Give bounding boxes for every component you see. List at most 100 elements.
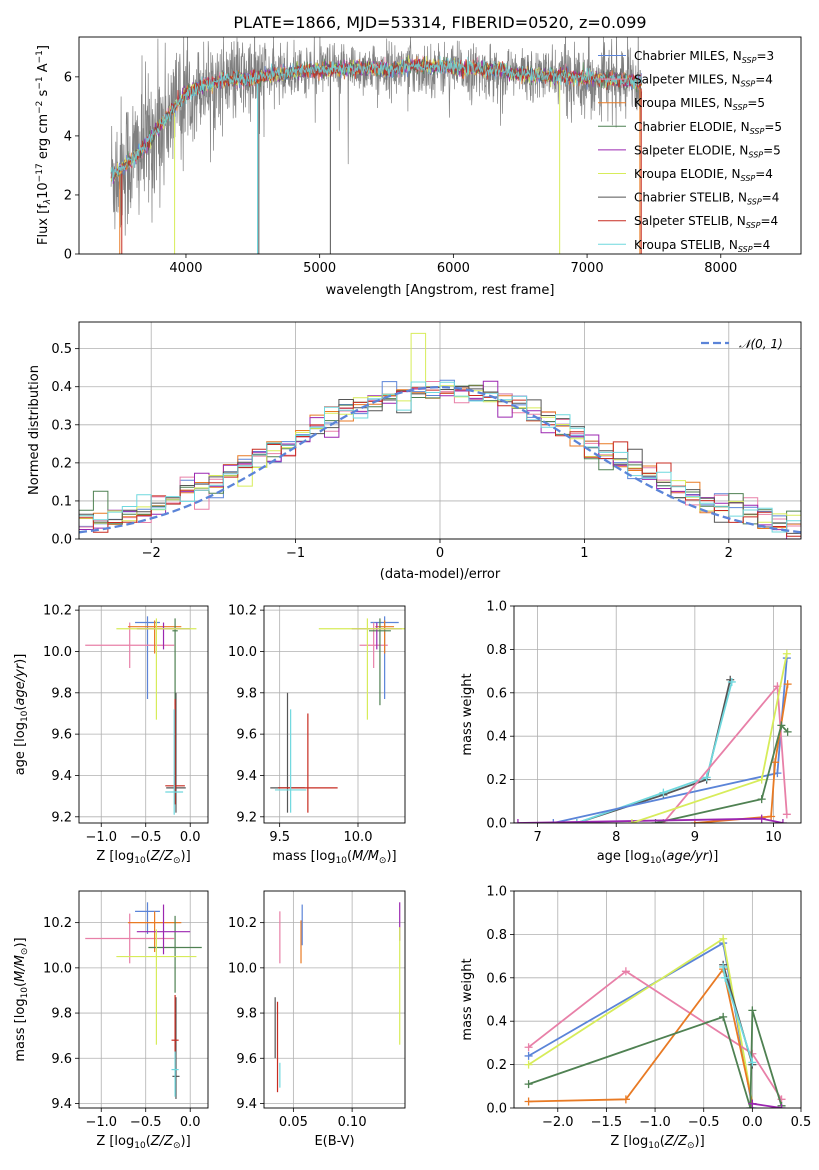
- y-tick-label: 9.8: [236, 686, 257, 701]
- label-part: age [log: [13, 722, 28, 775]
- y-tick-label: 0.8: [486, 928, 507, 943]
- marker: [748, 1058, 757, 1067]
- label-part: =5: [747, 96, 765, 110]
- x-tick-label: 0.5: [791, 1115, 812, 1130]
- label-part: (: [660, 1134, 665, 1149]
- weight-series: [514, 649, 792, 823]
- y-tick-label: 9.2: [51, 810, 72, 825]
- grid: [514, 890, 802, 1109]
- y-tick-label: 0.2: [486, 773, 507, 788]
- label-part: age/yr: [666, 849, 709, 864]
- point-kroupa-miles: [127, 620, 182, 654]
- label-part: Salpeter STELIB, N: [634, 214, 746, 228]
- marker: [524, 1051, 533, 1060]
- marker: [782, 810, 791, 819]
- x-tick-label: −0.5: [130, 830, 162, 845]
- x-tick-label: 5000: [303, 261, 336, 276]
- weight-age-panel: 7 8 9 10 0.0 0.2 0.4 0.6 0.8 1.0: [486, 600, 802, 845]
- series-chabrier-miles: [528, 941, 754, 1108]
- x-tick-label: −1: [286, 546, 305, 561]
- y-tick-label: 0.3: [51, 418, 72, 433]
- error-bars: [270, 616, 405, 813]
- series-salpeter-elodie: [752, 1102, 782, 1108]
- y-axis-label: mass weight: [460, 673, 475, 755]
- x-tick-label: 1: [580, 546, 588, 561]
- y-tick-label: 9.8: [51, 686, 72, 701]
- label-part: SSP: [742, 56, 757, 65]
- histogram-steps: [79, 332, 801, 539]
- data-spectrum: [110, 37, 643, 236]
- label-part: (: [347, 849, 352, 864]
- y-tick-label: 0.4: [486, 730, 507, 745]
- hist-kroupa-stelib: [79, 381, 801, 533]
- label-part: Z [log: [96, 849, 134, 864]
- label-part: 10: [648, 1141, 660, 1151]
- legend-entry: Kroupa ELODIE, NSSP=4: [634, 167, 773, 183]
- axes-frame: 7 8 9 10 0.0 0.2 0.4 0.6 0.8 1.0: [486, 600, 802, 845]
- label-part: mass [log: [272, 849, 335, 864]
- marker: [702, 773, 711, 782]
- marker: [757, 795, 766, 804]
- label-part: (: [13, 982, 28, 987]
- label-part: (: [13, 706, 28, 711]
- marker: [621, 1095, 630, 1104]
- label-part: −2: [35, 101, 45, 114]
- label-part: Chabrier STELIB, N: [634, 191, 747, 205]
- x-tick-label: 0.0: [180, 830, 201, 845]
- axes-border: [78, 36, 802, 255]
- spectrum-panel: 4000 5000 6000 7000 8000 0 2 4 6: [64, 36, 802, 276]
- marker: [748, 1099, 757, 1108]
- point-kroupa-elodie: [116, 618, 197, 720]
- axes-border: [513, 890, 802, 1109]
- x-tick-label: −0.5: [688, 1115, 720, 1130]
- x-tick-label: −0.5: [130, 1115, 162, 1130]
- axes-frame: 0.05 0.10 9.4 9.6 9.8 10.0 10.2: [228, 890, 406, 1130]
- label-part: −17: [35, 163, 45, 182]
- label-part: (: [661, 849, 666, 864]
- label-part: M/M: [13, 955, 28, 982]
- marker: [783, 680, 792, 689]
- label-part: Kroupa ELODIE, N: [634, 167, 741, 181]
- point-chabrier-stelib: [270, 692, 305, 813]
- label-part: )]: [386, 849, 396, 864]
- point-salpeter-stelib: [165, 699, 185, 805]
- label-part: SSP: [741, 174, 756, 183]
- point-salpeter-stelib: [278, 713, 338, 813]
- y-tick-label: 0.5: [51, 342, 72, 357]
- plot-area: [85, 616, 197, 815]
- point-kroupa-stelib: [274, 709, 307, 813]
- x-tick-label: −2.0: [542, 1115, 574, 1130]
- y-tick-label: 0.4: [486, 1015, 507, 1030]
- marker: [524, 1097, 533, 1106]
- legend-entry: Kroupa MILES, NSSP=5: [634, 96, 765, 112]
- label-part: Kroupa MILES, N: [634, 96, 733, 110]
- label-part: Z [log: [610, 1134, 648, 1149]
- y-tick-label: 9.4: [236, 1097, 257, 1112]
- legend-entry: 𝒩(0, 1): [739, 337, 783, 351]
- label-part: Flux [f: [36, 204, 51, 245]
- y-tick-label: 0.0: [51, 533, 72, 548]
- axes-border: [78, 890, 209, 1109]
- legend-entry: Chabrier STELIB, NSSP=4: [634, 191, 779, 207]
- y-tick-label: 0.1: [51, 494, 72, 509]
- point-chabrier-elodie: [148, 915, 202, 993]
- label-part: SSP: [738, 245, 753, 254]
- label-part: =4: [755, 167, 773, 181]
- y-tick-label: 9.6: [51, 1052, 72, 1067]
- plot-area: [274, 902, 401, 1093]
- y-tick-label: 9.6: [236, 1052, 257, 1067]
- label-part: =4: [762, 191, 780, 205]
- point-kroupa-elodie: [318, 618, 405, 720]
- marker: [767, 812, 776, 821]
- y-tick-label: 10.0: [228, 961, 257, 976]
- marker: [524, 1043, 533, 1052]
- y-tick-label: 0.6: [486, 686, 507, 701]
- x-tick-label: 0.0: [180, 1115, 201, 1130]
- marker: [721, 973, 730, 982]
- x-tick-label: 8: [612, 830, 620, 845]
- y-axis-label: Flux [fλ10−17 erg cm−2 s−1 A−1]: [35, 45, 53, 245]
- y-tick-label: 9.4: [236, 769, 257, 784]
- label-part: =3: [756, 49, 774, 63]
- grid: [79, 606, 208, 823]
